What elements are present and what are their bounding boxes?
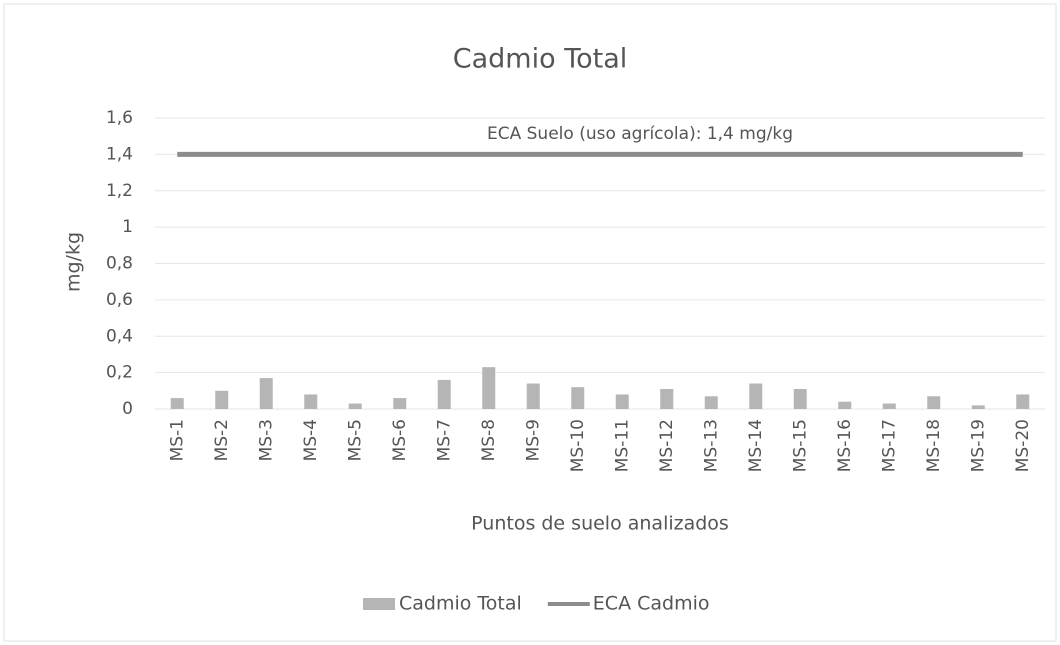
- bar: [571, 387, 585, 409]
- y-tick-label: 0: [122, 399, 133, 419]
- x-tick-label: MS-6: [390, 419, 410, 461]
- x-tick-label: MS-7: [434, 419, 454, 461]
- bar: [259, 378, 273, 409]
- bar: [882, 403, 896, 409]
- x-tick-label: MS-13: [701, 419, 721, 472]
- bar: [971, 405, 985, 409]
- y-tick-label: 1,4: [106, 144, 133, 164]
- y-tick-label: 0,8: [106, 254, 133, 274]
- y-tick-label: 0,2: [106, 363, 133, 383]
- x-tick-label: MS-9: [523, 419, 543, 461]
- x-tick-label: MS-5: [345, 419, 365, 461]
- x-tick-label: MS-4: [301, 419, 321, 461]
- bar: [927, 396, 941, 409]
- bar: [437, 379, 451, 409]
- x-tick-label: MS-3: [256, 419, 276, 461]
- x-tick-label: MS-17: [879, 419, 899, 472]
- y-tick-label: 1,6: [106, 108, 133, 128]
- bar: [482, 367, 496, 409]
- bar: [348, 403, 362, 409]
- x-tick-label: MS-11: [612, 419, 632, 472]
- x-tick-label: MS-10: [568, 419, 588, 472]
- bar: [793, 388, 807, 409]
- bar: [704, 396, 718, 409]
- x-tick-label: MS-12: [657, 419, 677, 472]
- x-tick-label: MS-16: [835, 419, 855, 472]
- bar: [215, 390, 229, 409]
- x-tick-label: MS-19: [968, 419, 988, 472]
- x-axis-title: Puntos de suelo analizados: [471, 513, 729, 535]
- bar: [1016, 394, 1030, 409]
- bar: [393, 398, 407, 409]
- chart-frame: [3, 3, 1057, 642]
- x-tick-label: MS-15: [790, 419, 810, 472]
- bar: [749, 383, 763, 409]
- bar: [615, 394, 629, 409]
- legend-label: Cadmio Total: [399, 593, 522, 615]
- x-tick-label: MS-20: [1013, 419, 1033, 472]
- annotation: ECA Suelo (uso agrícola): 1,4 mg/kg: [487, 124, 793, 144]
- bar: [838, 401, 852, 409]
- y-axis-title: mg/kg: [63, 232, 85, 292]
- bar: [304, 394, 318, 409]
- chart-title: Cadmio Total: [453, 44, 628, 75]
- bar: [660, 388, 674, 409]
- y-tick-label: 1: [122, 217, 133, 237]
- x-tick-label: MS-1: [167, 419, 187, 461]
- x-tick-label: MS-18: [924, 419, 944, 472]
- x-tick-label: MS-8: [479, 419, 499, 461]
- bar: [170, 398, 184, 409]
- legend-swatch: [363, 598, 395, 610]
- bar: [526, 383, 540, 409]
- x-tick-label: MS-2: [212, 419, 232, 461]
- legend-label: ECA Cadmio: [593, 593, 710, 615]
- x-tick-label: MS-14: [746, 419, 766, 472]
- y-tick-label: 0,6: [106, 290, 133, 310]
- y-tick-label: 0,4: [106, 326, 133, 346]
- y-tick-label: 1,2: [106, 181, 133, 201]
